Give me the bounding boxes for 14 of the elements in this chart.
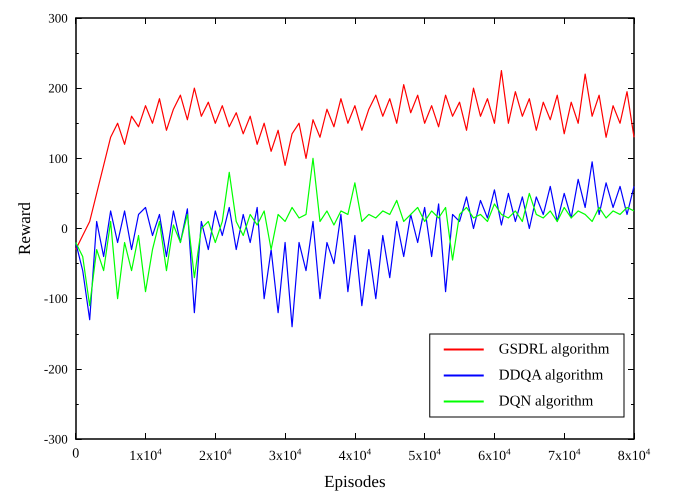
y-tick-label: 200 [48,80,68,96]
y-tick-label: -100 [44,291,68,306]
y-tick-label: 0 [61,221,68,236]
y-tick-label: -200 [44,361,68,376]
x-axis-title: Episodes [324,472,386,491]
line-series [75,70,635,250]
y-axis-title: Reward [15,202,34,255]
y-tick-label: -300 [44,432,68,446]
y-tick-label: 100 [48,150,68,166]
legend-label: GSDRL algorithm [498,342,610,358]
legend-label: DDQA algorithm [498,368,604,384]
legend-label: DQN algorithm [498,394,594,410]
x-tick-label: 0 [72,446,80,462]
y-tick-label: 300 [48,10,68,26]
